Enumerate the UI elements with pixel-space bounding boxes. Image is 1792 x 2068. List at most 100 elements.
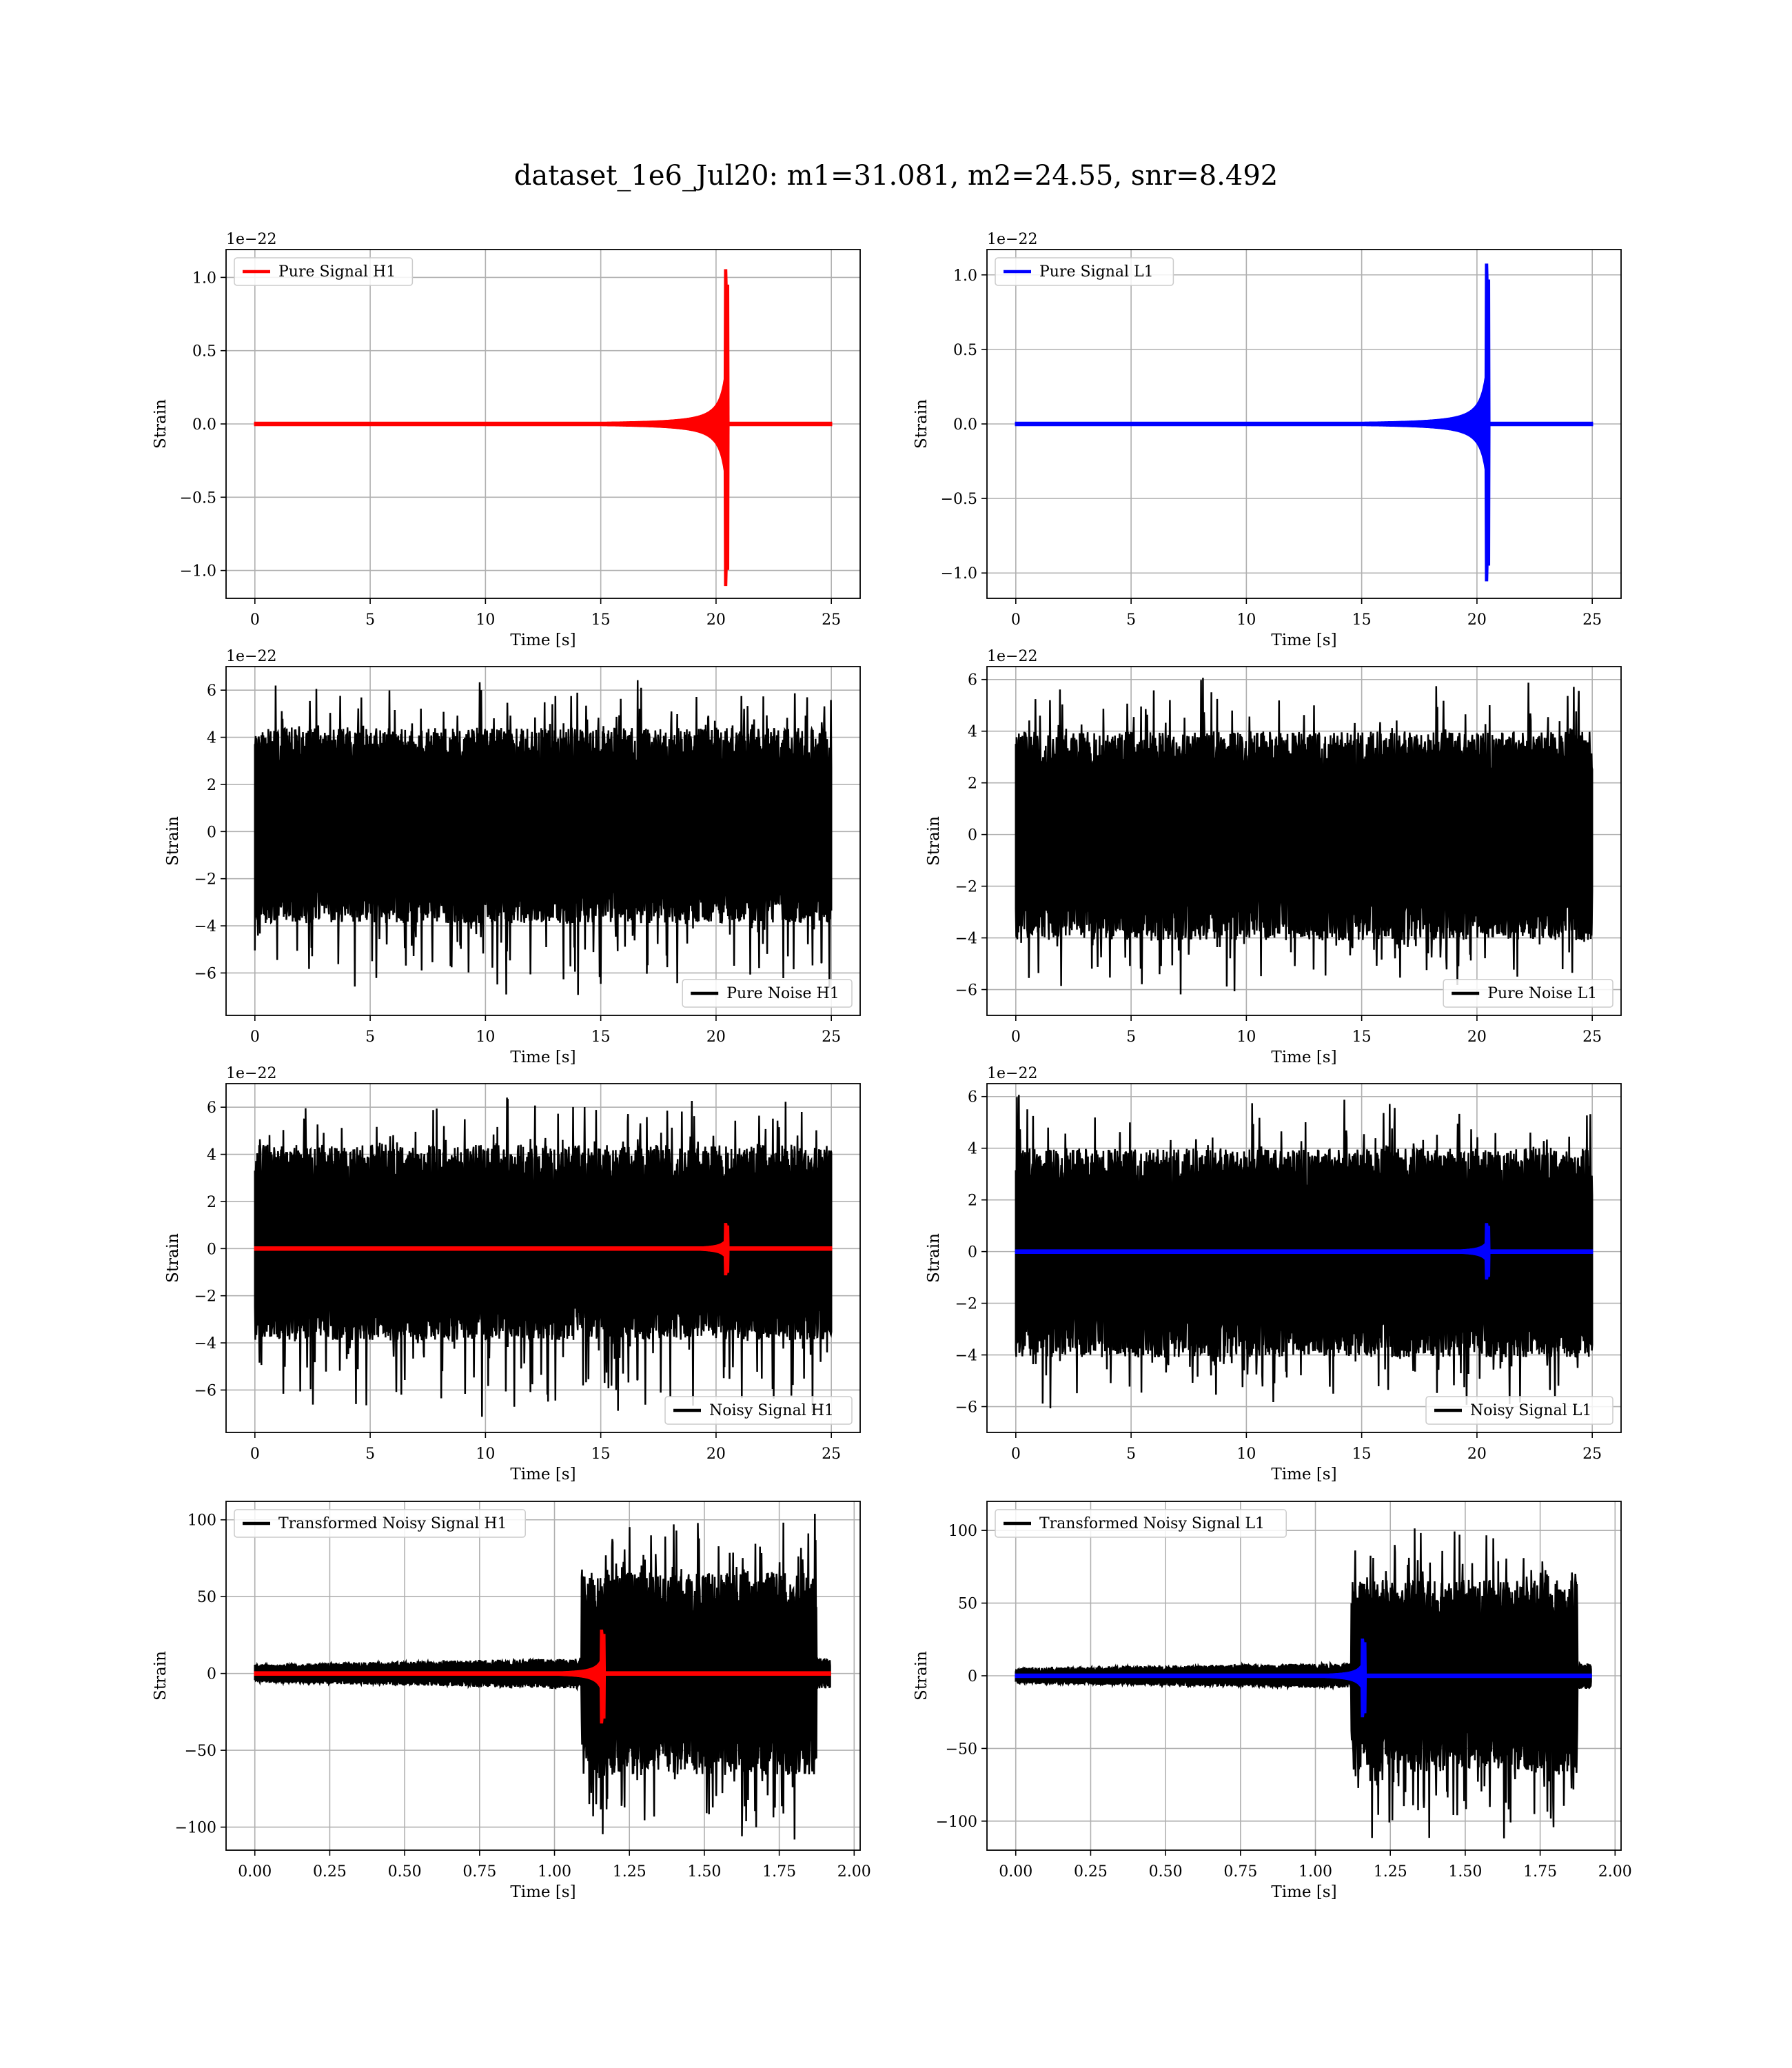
x-tick-label: 20 <box>706 611 726 629</box>
offset-label: 1e−22 <box>226 231 276 248</box>
series-overlay <box>1015 1639 1592 1718</box>
series-pure-signal-l1 <box>1015 263 1594 582</box>
series-overlay <box>254 1629 831 1724</box>
y-tick-label: 0 <box>968 1668 977 1685</box>
y-axis-label: Strain <box>913 1651 930 1701</box>
y-tick-label: −100 <box>175 1820 216 1837</box>
x-tick-label: 20 <box>706 1028 726 1046</box>
series-pure-signal-h1 <box>254 269 833 587</box>
y-tick-label: −2 <box>955 879 977 896</box>
x-tick-label: 10 <box>476 1446 495 1463</box>
x-axis-label: Time [s] <box>510 631 576 649</box>
x-tick-label: 5 <box>365 1028 375 1046</box>
y-tick-label: 0 <box>207 824 216 841</box>
panel-transformed-noisy-signal-h1: 0.00 0.25 0.50 0.75 1.00 1.25 1.50 1.75 2.00 −100… <box>152 1501 871 1901</box>
y-tick-label: −6 <box>955 1399 977 1417</box>
x-tick-label: 10 <box>1236 611 1256 629</box>
series-overlay <box>1015 1223 1594 1280</box>
legend-label: Pure Noise H1 <box>726 985 839 1002</box>
y-axis-label: Strain <box>164 1233 182 1283</box>
legend-label: Pure Signal L1 <box>1039 263 1154 281</box>
y-tick-label: −0.5 <box>941 491 977 508</box>
panel-pure-signal-l1: 0 5 10 15 20 25 −1.0 −0.5 0.0 0.5 1.0 Time [s] Strai… <box>913 231 1622 649</box>
legend: Noisy Signal L1 <box>1425 1396 1613 1425</box>
x-tick-label: 0 <box>1011 611 1021 629</box>
y-tick-label: 0 <box>207 1666 216 1683</box>
plot-area <box>1015 263 1594 582</box>
x-axis-label: Time [s] <box>510 1048 576 1066</box>
x-tick-label: 15 <box>591 611 611 629</box>
y-tick-label: 0.0 <box>953 416 977 434</box>
y-tick-label: −0.5 <box>180 489 216 507</box>
legend-label: Pure Signal H1 <box>278 263 396 281</box>
legend: Pure Noise H1 <box>682 979 853 1008</box>
y-tick-label: 4 <box>207 730 216 747</box>
panel-pure-noise-l1: 0 5 10 15 20 25 −6 −4 −2 0 2 4 6 Time [s] Strain 1e−22 P… <box>925 648 1622 1066</box>
legend-label: Transformed Noisy Signal H1 <box>278 1515 507 1532</box>
y-tick-label: 2 <box>968 776 977 793</box>
plot-area <box>1015 1095 1594 1409</box>
x-tick-label: 15 <box>1352 1446 1372 1463</box>
y-tick-label: 6 <box>207 1099 216 1117</box>
plot-area <box>254 680 833 995</box>
x-tick-label: 1.25 <box>613 1863 646 1881</box>
y-axis-label: Strain <box>925 1233 943 1283</box>
y-tick-label: 0 <box>968 827 977 844</box>
y-tick-label: −1.0 <box>941 565 977 582</box>
y-axis-label: Strain <box>913 399 930 449</box>
legend-label: Noisy Signal L1 <box>1470 1402 1591 1419</box>
panel-pure-noise-h1: 0 5 10 15 20 25 −6 −4 −2 0 2 4 6 Time [s] Strain 1e−22 P… <box>164 648 861 1066</box>
legend: Pure Noise L1 <box>1443 979 1613 1008</box>
x-tick-label: 15 <box>591 1446 611 1463</box>
legend: Transformed Noisy Signal L1 <box>995 1509 1287 1538</box>
y-tick-label: −6 <box>194 1382 216 1399</box>
legend-box <box>1425 1396 1613 1425</box>
offset-label: 1e−22 <box>226 1065 276 1082</box>
y-tick-label: 50 <box>197 1589 216 1606</box>
y-tick-label: 0 <box>207 1241 216 1258</box>
y-tick-label: 0.5 <box>192 343 216 361</box>
x-tick-label: 5 <box>365 611 375 629</box>
panel-pure-signal-h1: 0 5 10 15 20 25 −1.0 −0.5 0.0 0.5 1.0 Time [s] Strai… <box>152 231 861 649</box>
legend-box <box>234 257 414 286</box>
y-tick-label: 1.0 <box>953 267 977 285</box>
panel-noisy-signal-h1: 0 5 10 15 20 25 −6 −4 −2 0 2 4 6 Time [s] Strain 1e−22 N… <box>164 1065 861 1483</box>
y-tick-label: 100 <box>948 1523 977 1540</box>
y-tick-label: 0 <box>968 1244 977 1261</box>
x-tick-label: 1.75 <box>1523 1863 1557 1881</box>
x-tick-label: 1.50 <box>687 1863 721 1881</box>
y-tick-label: 0.5 <box>953 342 977 359</box>
y-tick-label: −4 <box>194 918 216 935</box>
y-tick-label: 4 <box>968 1141 977 1158</box>
figure-title: dataset_1e6_Jul20: m1=31.081, m2=24.55, … <box>514 160 1278 192</box>
x-tick-label: 5 <box>1126 611 1136 629</box>
x-tick-label: 0 <box>250 611 260 629</box>
x-tick-label: 5 <box>1126 1446 1136 1463</box>
legend-label: Transformed Noisy Signal L1 <box>1039 1515 1265 1532</box>
legend-box <box>1443 979 1613 1008</box>
y-tick-label: 4 <box>968 724 977 741</box>
offset-label: 1e−22 <box>987 1065 1037 1082</box>
axes-frame <box>225 1083 861 1433</box>
x-axis-label: Time [s] <box>510 1466 576 1483</box>
x-tick-label: 15 <box>591 1028 611 1046</box>
x-tick-label: 0 <box>1011 1028 1021 1046</box>
panel-transformed-noisy-signal-l1: 0.00 0.25 0.50 0.75 1.00 1.25 1.50 1.75 2.00 −100… <box>913 1501 1632 1901</box>
x-axis-label: Time [s] <box>1271 1883 1336 1901</box>
plot-area <box>1015 1528 1592 1838</box>
legend: Pure Signal H1 <box>234 257 414 286</box>
y-tick-label: 1.0 <box>192 270 216 287</box>
x-tick-label: 0.50 <box>388 1863 422 1881</box>
y-tick-label: −50 <box>946 1741 977 1758</box>
x-tick-label: 2.00 <box>1598 1863 1632 1881</box>
y-tick-label: −1.0 <box>180 563 216 580</box>
plot-area <box>254 269 833 587</box>
x-tick-label: 0.25 <box>1074 1863 1108 1881</box>
y-tick-label: −6 <box>955 982 977 1000</box>
legend-box <box>995 257 1174 286</box>
x-tick-label: 2.00 <box>837 1863 871 1881</box>
x-tick-label: 0 <box>250 1028 260 1046</box>
y-tick-label: 100 <box>187 1512 216 1530</box>
series-pure-noise-l1 <box>1015 678 1594 995</box>
legend-box <box>995 1509 1287 1538</box>
